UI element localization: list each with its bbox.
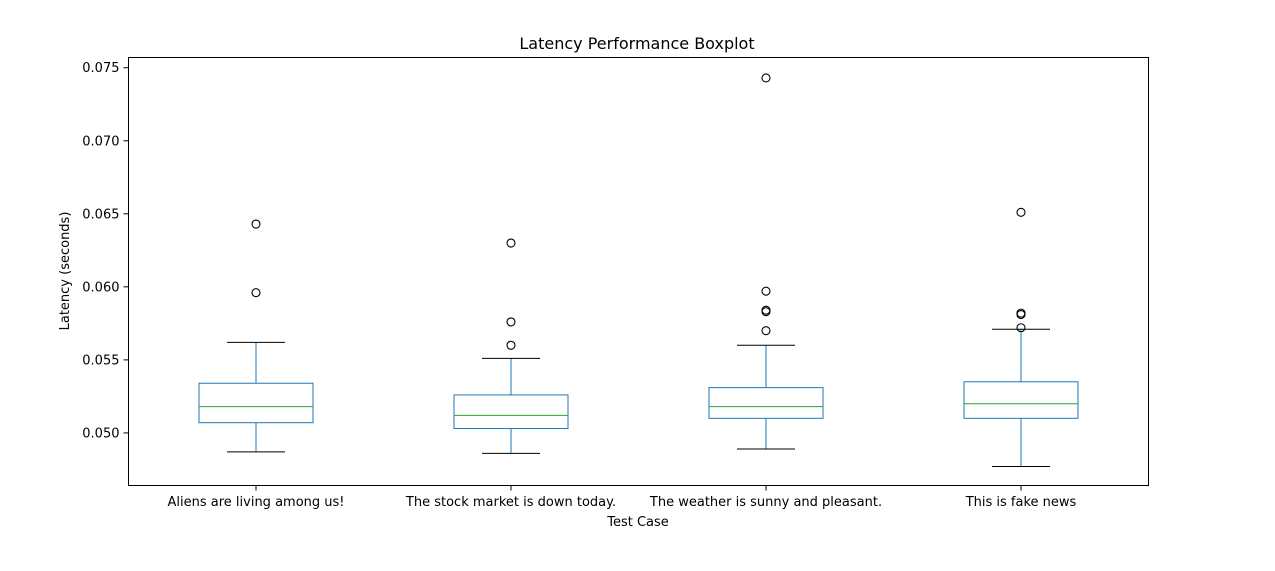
outlier-point <box>1016 308 1026 318</box>
box-group <box>198 219 314 453</box>
outlier-point <box>251 219 261 229</box>
y-tick-label: 0.055 <box>82 353 119 368</box>
box-iqr <box>453 394 569 430</box>
y-tick-label: 0.050 <box>82 426 119 441</box>
y-tick-label: 0.075 <box>82 61 119 76</box>
outlier-point <box>761 286 771 296</box>
x-tick-label: The weather is sunny and pleasant. <box>649 495 882 510</box>
outlier-point <box>506 238 516 248</box>
plot-area <box>198 73 1079 468</box>
plot-frame <box>128 57 1149 486</box>
outlier-point <box>506 340 516 350</box>
outlier-point <box>1016 207 1026 217</box>
y-tick-label: 0.070 <box>82 134 119 149</box>
x-axis-title: Test Case <box>606 515 669 530</box>
box-group <box>453 238 569 454</box>
y-axis-title: Latency (seconds) <box>58 212 73 331</box>
box-iqr <box>708 387 824 419</box>
outlier-point <box>506 317 516 327</box>
outlier-point <box>1016 323 1026 333</box>
box-group <box>963 207 1079 468</box>
outlier-point <box>761 73 771 83</box>
box-iqr <box>963 381 1079 419</box>
y-tick-label: 0.060 <box>82 280 119 295</box>
chart-title: Latency Performance Boxplot <box>519 34 754 53</box>
outlier-point <box>251 288 261 298</box>
outlier-point <box>761 326 771 336</box>
y-tick-label: 0.065 <box>82 207 119 222</box>
x-tick-label: Aliens are living among us! <box>168 495 345 510</box>
box-iqr <box>198 382 314 424</box>
box-group <box>708 73 824 450</box>
x-tick-label: This is fake news <box>965 495 1077 510</box>
x-tick-label: The stock market is down today. <box>405 495 616 510</box>
outlier-point <box>761 305 771 315</box>
